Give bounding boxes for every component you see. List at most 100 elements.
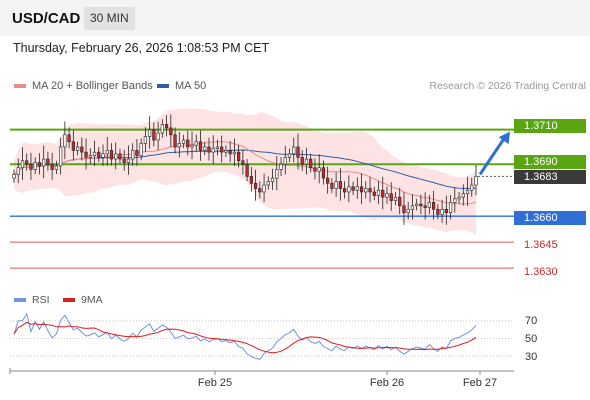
rsi-ma-swatch [63, 298, 75, 303]
candle-body [143, 136, 148, 144]
candle-body [313, 167, 317, 172]
level-label-s1: 1.3660 [514, 211, 586, 225]
candle-body [389, 193, 393, 201]
candle-body [427, 202, 431, 208]
candle-body [241, 160, 245, 165]
ma50-label: MA 50 [175, 80, 207, 92]
candle-body [215, 146, 220, 149]
rsi-tick-70: 70 [525, 315, 538, 327]
candle-body [54, 165, 58, 170]
candle-body [457, 196, 461, 200]
legend-rsi-ma: 9MA [63, 294, 103, 306]
candle-body [237, 151, 241, 162]
ma20-label: MA 20 + Bollinger Bands [32, 80, 153, 92]
candle-body [173, 134, 177, 148]
candle-body [71, 141, 75, 151]
candle-body [152, 129, 156, 141]
candle-body [232, 151, 237, 155]
candle-body [88, 155, 92, 158]
candle-body [25, 160, 29, 165]
candle-body [283, 157, 287, 165]
candle-body [258, 188, 262, 193]
candle-body [355, 186, 359, 191]
candle-body [342, 188, 347, 193]
rsi-line [13, 312, 477, 360]
candle-body [59, 146, 63, 167]
candle-body [372, 191, 376, 196]
candle-body [135, 150, 139, 156]
datetime-label: Thursday, February 26, 2026 1:08:53 PM C… [13, 41, 270, 55]
candle-body [46, 158, 50, 165]
candle-body [220, 146, 224, 153]
rsi-ma-line [13, 321, 477, 354]
candle-body [453, 198, 457, 203]
candle-body [275, 169, 279, 179]
candle-body [224, 150, 228, 153]
candle-body [29, 163, 33, 170]
candle-body [334, 181, 338, 189]
candle-body [402, 205, 406, 214]
candle-body [448, 202, 453, 214]
candle-body [101, 153, 105, 158]
rsi-ma-label: 9MA [81, 294, 103, 306]
candle-body [67, 134, 71, 143]
candle-body [164, 124, 169, 129]
candle-body [97, 151, 101, 158]
candle-body [270, 177, 275, 182]
ma50-swatch [157, 84, 169, 89]
candle-body [415, 203, 419, 207]
candle-body [359, 186, 364, 193]
rsi-tick-30: 30 [525, 351, 538, 363]
candle-body [245, 163, 249, 177]
candle-body [228, 150, 232, 155]
candle-body [105, 150, 109, 155]
candle-body [385, 193, 389, 198]
legend-rsi: RSI [14, 294, 50, 306]
candle-body [92, 151, 97, 156]
symbol-title: USD/CAD [12, 10, 81, 27]
candle-body [368, 188, 372, 193]
rsi-swatch [14, 298, 26, 303]
candle-body [50, 163, 54, 170]
candle-body [330, 183, 334, 189]
candle-body [84, 151, 88, 158]
candle-body [266, 181, 270, 186]
candle-body [410, 205, 415, 210]
candle-body [177, 143, 181, 148]
candle-body [470, 184, 474, 191]
candle-body [80, 146, 84, 153]
credit-label: Research © 2026 Trading Central [429, 80, 586, 92]
candle-body [461, 193, 465, 198]
level-label-r1: 1.3690 [514, 155, 586, 169]
candle-body [126, 158, 131, 163]
level-label-s2: 1.3645 [524, 239, 558, 251]
candle-body [33, 162, 37, 170]
candle-body [279, 163, 283, 170]
level-label-s3: 1.3630 [524, 266, 558, 278]
candle-body [203, 146, 207, 151]
candle-body [474, 176, 478, 186]
timeframe-badge[interactable]: 30 MIN [84, 7, 135, 30]
candle-body [351, 186, 355, 191]
candle-body [156, 132, 160, 141]
candle-body [181, 139, 186, 144]
candle-body [326, 177, 330, 184]
candle-body [262, 184, 266, 193]
candle-body [63, 134, 67, 148]
candle-body [465, 189, 470, 194]
candle-body [186, 139, 190, 148]
candle-body [37, 162, 42, 167]
candle-body [304, 158, 309, 165]
candle-body [75, 146, 80, 151]
forecast-arrow-shaft [478, 137, 506, 176]
level-label-r2: 1.3710 [514, 119, 586, 133]
candle-body [440, 208, 444, 215]
candle-body [169, 127, 173, 136]
candle-body [419, 203, 423, 207]
candle-body [292, 146, 296, 155]
candle-body [321, 167, 326, 179]
candle-body [109, 150, 114, 160]
candle-body [198, 141, 203, 151]
rsi-label: RSI [32, 294, 50, 306]
ma20-line [13, 141, 477, 205]
